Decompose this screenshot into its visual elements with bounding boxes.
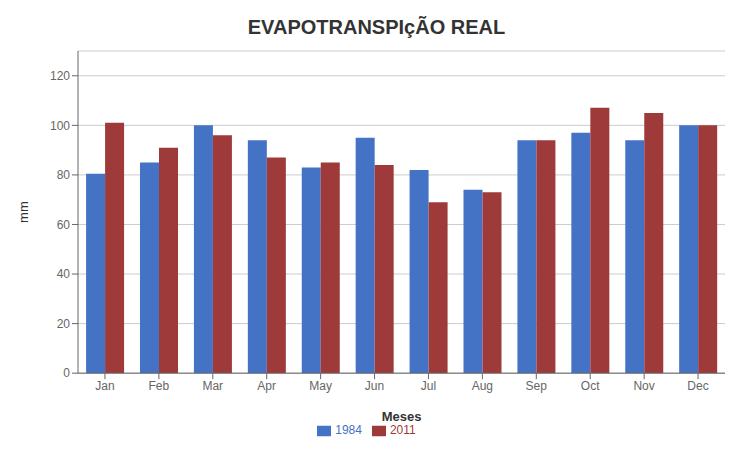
svg-text:Sep: Sep	[526, 379, 548, 393]
svg-text:Apr: Apr	[257, 379, 276, 393]
svg-text:Dec: Dec	[687, 379, 708, 393]
svg-text:0: 0	[63, 366, 70, 380]
svg-text:Mar: Mar	[202, 379, 223, 393]
svg-text:Meses: Meses	[382, 409, 422, 424]
svg-text:Feb: Feb	[149, 379, 170, 393]
svg-text:Jun: Jun	[365, 379, 384, 393]
svg-text:Oct: Oct	[581, 379, 600, 393]
html-text:1984: 1984	[335, 423, 362, 438]
svg-text:20: 20	[57, 317, 71, 331]
svg-text:mm: mm	[16, 201, 31, 223]
svg-text:Jul: Jul	[421, 379, 436, 393]
html-text:2011: 2011	[389, 423, 416, 438]
svg-text:May: May	[309, 379, 332, 393]
svg-text:60: 60	[57, 218, 71, 232]
svg-text:Nov: Nov	[633, 379, 654, 393]
svg-text:100: 100	[50, 119, 70, 133]
svg-text:Aug: Aug	[472, 379, 493, 393]
html-text:EVAPOTRANSPIçÃO REAL: EVAPOTRANSPIçÃO REAL	[247, 16, 506, 38]
svg-text:Jan: Jan	[95, 379, 114, 393]
svg-text:80: 80	[57, 168, 71, 182]
svg-text:120: 120	[50, 69, 70, 83]
svg-text:40: 40	[57, 267, 71, 281]
